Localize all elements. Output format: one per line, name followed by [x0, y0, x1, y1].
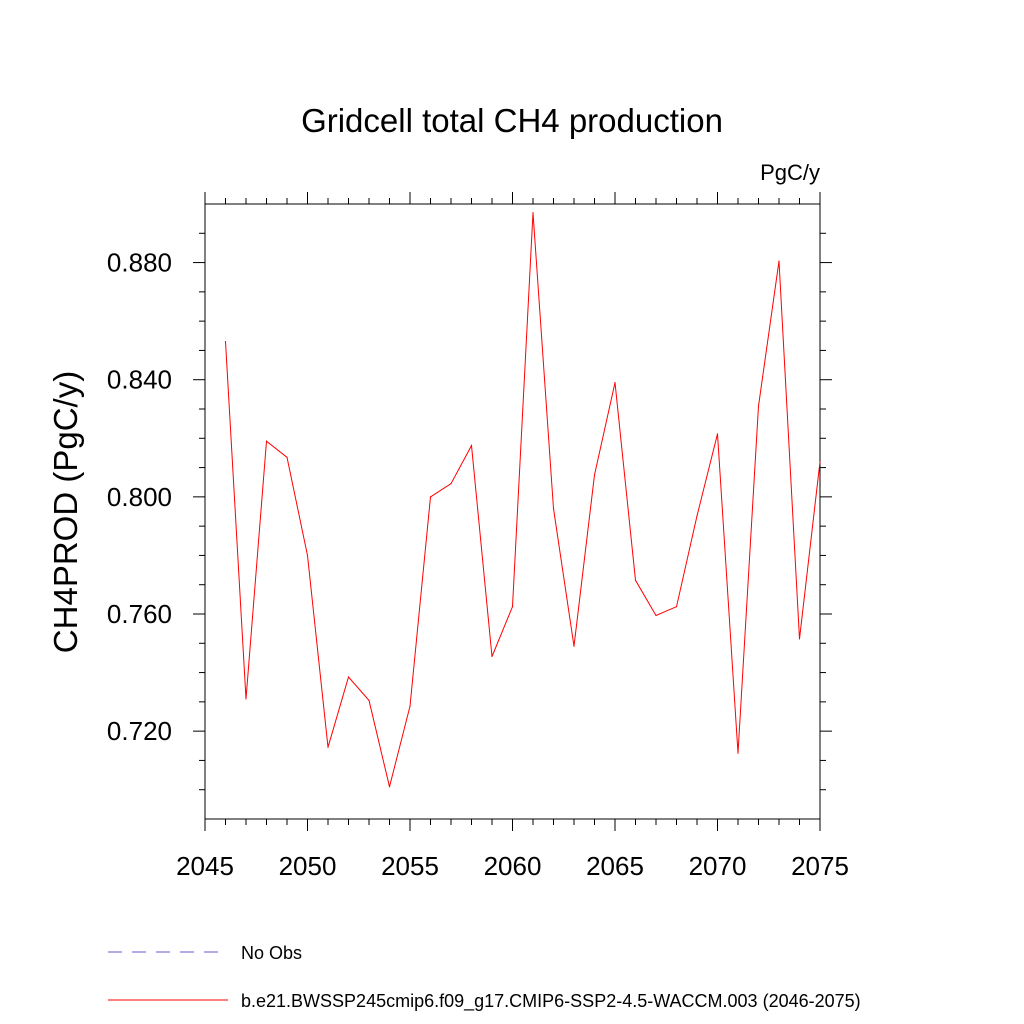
y-tick-label: 0.720	[107, 716, 172, 746]
data-point	[593, 474, 596, 476]
legend-label: No Obs	[241, 943, 302, 963]
data-point	[675, 606, 678, 608]
y-tick-labels: 0.720 0.760 0.800 0.840 0.880	[107, 248, 172, 747]
x-tick-label: 2050	[279, 851, 337, 881]
series-line	[225, 212, 821, 787]
data-point	[696, 515, 698, 517]
y-tick-label: 0.800	[107, 482, 172, 512]
plot-frame	[204, 203, 821, 820]
data-point	[798, 638, 801, 640]
x-tick-label: 2070	[689, 851, 747, 881]
data-point	[286, 456, 288, 458]
data-point	[450, 483, 452, 485]
series-layer	[224, 212, 821, 788]
major-ticks	[193, 192, 832, 831]
minor-ticks	[199, 198, 826, 825]
data-point	[409, 705, 411, 707]
y-tick-label: 0.840	[107, 365, 172, 395]
legend: No Obs b.e21.BWSSP245cmip6.f09_g17.CMIP6-…	[108, 943, 861, 1012]
data-point	[532, 212, 534, 214]
data-point	[245, 698, 247, 700]
units-label: PgC/y	[760, 160, 820, 185]
chart-title: Gridcell total CH4 production	[301, 102, 723, 139]
data-point	[511, 606, 514, 608]
data-point	[265, 440, 268, 442]
data-point	[429, 496, 432, 498]
data-point	[347, 676, 350, 678]
x-tick-label: 2055	[381, 851, 439, 881]
data-point	[306, 554, 309, 557]
x-tick-label: 2075	[791, 851, 849, 881]
data-point	[388, 786, 391, 788]
x-tick-label: 2065	[586, 851, 644, 881]
data-point	[716, 433, 719, 435]
data-point	[757, 405, 760, 407]
data-point	[819, 461, 821, 463]
data-point	[778, 260, 780, 262]
data-point	[614, 382, 616, 384]
data-point	[491, 655, 493, 658]
data-point	[368, 699, 370, 701]
y-tick-label: 0.880	[107, 248, 172, 278]
data-point	[655, 614, 657, 617]
data-point	[573, 645, 575, 647]
x-tick-labels: 2045 2050 2055 2060 2065 2070 2075	[176, 851, 849, 881]
data-point	[470, 445, 473, 447]
x-tick-label: 2045	[176, 851, 234, 881]
x-tick-label: 2060	[484, 851, 542, 881]
data-point	[552, 507, 555, 510]
legend-label: b.e21.BWSSP245cmip6.f09_g17.CMIP6-SSP2-4…	[241, 991, 861, 1012]
y-axis-label: CH4PROD (PgC/y)	[47, 371, 84, 653]
y-tick-label: 0.760	[107, 599, 172, 629]
data-point	[634, 579, 637, 581]
data-point	[737, 752, 739, 754]
data-point	[224, 341, 227, 343]
data-point	[327, 746, 329, 748]
